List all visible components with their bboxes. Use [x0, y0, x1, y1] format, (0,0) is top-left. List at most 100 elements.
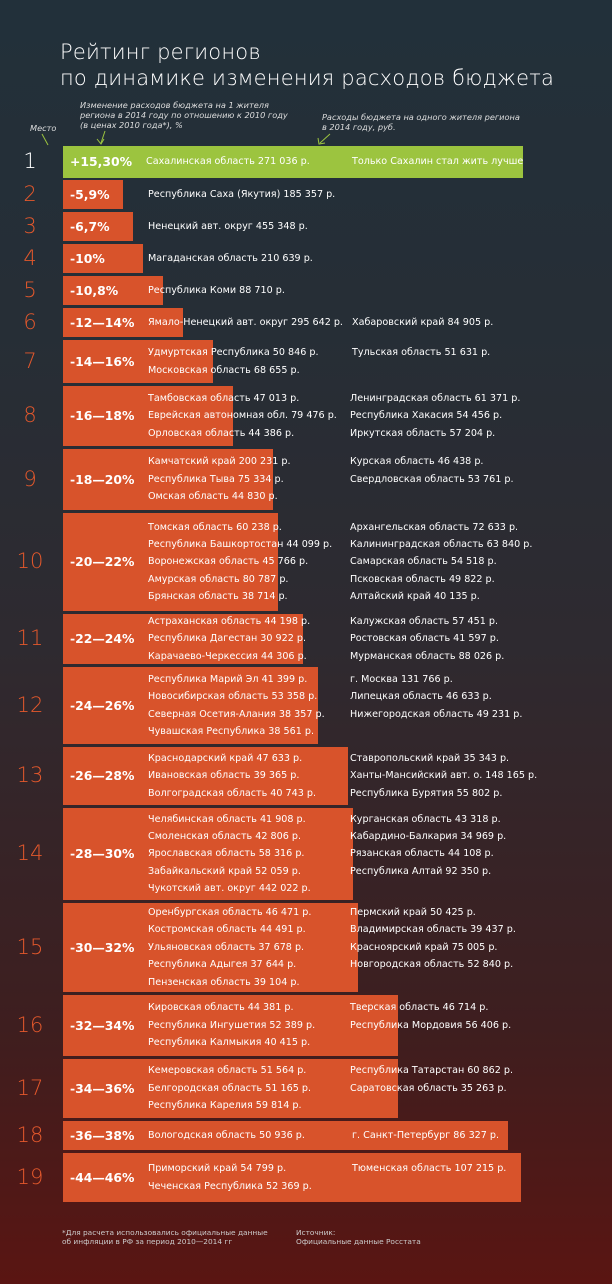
change-range: -18—20% [70, 471, 135, 487]
region-right: Тверская область 46 714 р. [350, 1002, 489, 1014]
change-range: -32—34% [70, 1017, 135, 1033]
rank-bar [63, 1059, 398, 1118]
region-left: Республика Калмыкия 40 415 р. [148, 1037, 311, 1049]
region-left: Орловская область 44 386 р. [148, 427, 295, 439]
region-right: Курская область 46 438 р. [350, 456, 484, 468]
rank-bar [63, 903, 358, 992]
region-right: Ленинградская область 61 371 р. [350, 392, 521, 404]
source-line: Официальные данные Росстата [296, 1237, 421, 1246]
place-note: Место [30, 123, 57, 133]
region-right: г. Санкт-Петербург 86 327 р. [352, 1129, 500, 1141]
region-left: Приморский край 54 799 р. [148, 1163, 287, 1175]
region-left: Астраханская область 44 198 р. [148, 615, 311, 627]
rank-number: 13 [16, 763, 44, 787]
rank-number: 9 [23, 466, 37, 491]
source-line: Источник: [296, 1228, 336, 1237]
footnote-line: *Для расчета использовались официальные … [62, 1228, 268, 1237]
rank-bar [63, 614, 303, 664]
region-left: Магаданская область 210 639 р. [148, 252, 313, 264]
region-right: Мурманская область 88 026 р. [350, 650, 505, 662]
rank-bar [63, 276, 163, 305]
region-left: Тамбовская область 47 013 р. [148, 392, 300, 404]
change-note-line: Изменение расходов бюджета на 1 жителя [80, 100, 269, 110]
rank-bar [63, 995, 398, 1056]
region-left: Республика Саха (Якутия) 185 357 р. [148, 188, 336, 200]
region-right: Тульская область 51 631 р. [352, 347, 491, 359]
region-right: Липецкая область 46 633 р. [350, 691, 492, 703]
region-left: Ненецкий авт. округ 455 348 р. [148, 220, 308, 232]
change-range: -10,8% [70, 282, 119, 298]
spend-note-line: Расходы бюджета на одного жителя региона [322, 112, 520, 122]
region-right: Рязанская область 44 108 р. [350, 848, 494, 860]
region-left: Ивановская область 39 365 р. [148, 770, 300, 782]
rank-bar [63, 212, 133, 241]
place-arrow [41, 133, 49, 146]
region-right: Республика Мордовия 56 406 р. [350, 1019, 512, 1031]
region-right: Псковская область 49 822 р. [350, 573, 495, 585]
region-right: Республика Хакасия 54 456 р. [350, 410, 503, 422]
region-left: Удмуртская Республика 50 846 р. [148, 347, 319, 359]
rank-number: 15 [16, 934, 44, 959]
region-right: Республика Алтай 92 350 р. [350, 865, 492, 877]
region-right: Красноярский край 75 005 р. [350, 941, 498, 953]
rank-bar [63, 340, 213, 383]
rank-number: 6 [23, 309, 37, 334]
rank-number: 8 [23, 403, 37, 427]
rank-number: 5 [23, 277, 37, 302]
change-range: -34—36% [70, 1080, 135, 1096]
rank-bar [63, 1121, 508, 1150]
change-range: -28—30% [70, 846, 135, 861]
region-right: Новгородская область 52 840 р. [350, 959, 514, 971]
region-left: Брянская область 38 714 р. [148, 591, 288, 603]
region-left: Республика Ингушетия 52 389 р. [148, 1019, 316, 1031]
region-right: Калужская область 57 451 р. [350, 615, 499, 627]
rank-number: 3 [23, 213, 37, 238]
footnote-line: об инфляции в РФ за период 2010—2014 гг [62, 1237, 233, 1246]
change-range: -22—24% [70, 631, 135, 646]
region-left: Республика Марий Эл 41 399 р. [148, 673, 308, 685]
page-title: Рейтинг регионов [60, 40, 261, 64]
change-range: -36—38% [70, 1127, 135, 1143]
region-left: Челябинская область 41 908 р. [148, 813, 306, 825]
change-note-line: (в ценах 2010 года*), % [80, 120, 183, 130]
region-right: Владимирская область 39 437 р. [350, 924, 516, 936]
region-left: Белгородская область 51 165 р. [148, 1082, 312, 1094]
rank-bar [63, 667, 318, 744]
region-right: Кабардино-Балкария 34 969 р. [350, 830, 507, 842]
region-right: г. Москва 131 766 р. [350, 673, 453, 685]
rank-bar [63, 808, 353, 900]
change-note-line: региона в 2014 году по отношению к 2010 … [80, 110, 288, 120]
rank-bar [63, 244, 143, 273]
rank-number: 4 [23, 245, 37, 270]
rank-number: 7 [23, 348, 37, 373]
region-right: Свердловская область 53 761 р. [350, 473, 514, 485]
region-right: Саратовская область 35 263 р. [350, 1082, 507, 1094]
region-left: Ямало-Ненецкий авт. округ 295 642 р. [148, 316, 343, 328]
region-right: Алтайский край 40 135 р. [350, 591, 480, 603]
footnote: *Для расчета использовались официальные … [62, 1228, 268, 1246]
region-left: Ульяновская область 37 678 р. [148, 941, 305, 953]
rank-bar [63, 747, 348, 805]
region-left: Сахалинская область 271 036 р. [146, 156, 310, 168]
region-left: Амурская область 80 787 р. [148, 573, 289, 585]
rank-bar [63, 180, 123, 209]
region-left: Республика Тыва 75 334 р. [148, 473, 284, 485]
rank-bar [63, 513, 278, 611]
spend-arrow [319, 133, 331, 144]
change-range: -14—16% [70, 353, 135, 369]
region-right: Ханты-Мансийский авт. о. 148 165 р. [350, 770, 538, 782]
region-right: Тюменская область 107 215 р. [352, 1163, 507, 1175]
rank-bar [63, 386, 233, 446]
rank-number: 11 [16, 626, 44, 650]
change-range: -30—32% [70, 939, 135, 955]
region-left: Камчатский край 200 231 р. [148, 456, 291, 468]
region-left: Московская область 68 655 р. [148, 364, 300, 376]
region-left: Республика Карелия 59 814 р. [148, 1100, 302, 1112]
region-left: Республика Дагестан 30 922 р. [148, 633, 307, 645]
note-arrows [41, 130, 331, 146]
region-right: Ростовская область 41 597 р. [350, 633, 499, 645]
rank-number: 10 [16, 549, 44, 573]
region-left: Кемеровская область 51 564 р. [148, 1065, 307, 1077]
rank-bar [63, 146, 523, 178]
change-arrow [100, 130, 106, 144]
